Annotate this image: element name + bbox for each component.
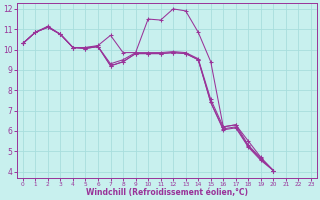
X-axis label: Windchill (Refroidissement éolien,°C): Windchill (Refroidissement éolien,°C) (86, 188, 248, 197)
